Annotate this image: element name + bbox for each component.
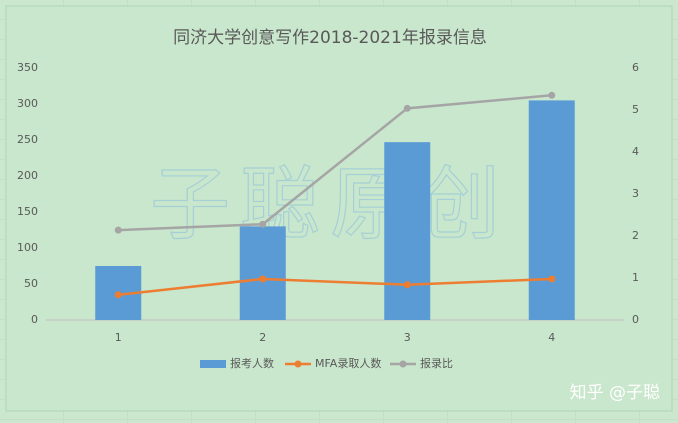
y2-tick-label: 6 [632, 61, 639, 74]
y-tick-label: 0 [31, 313, 38, 326]
legend-marker [399, 360, 407, 368]
marker [403, 104, 411, 112]
legend-label: MFA录取人数 [315, 357, 381, 370]
y2-tick-label: 5 [632, 103, 639, 116]
credit: 知乎 @子聪 [570, 383, 660, 403]
line [118, 94, 552, 232]
watermark: 子聪原创 [150, 158, 510, 251]
y2-tick-label: 4 [632, 145, 639, 158]
bar [239, 226, 286, 320]
y-tick-label: 250 [17, 133, 38, 146]
y2-tick-label: 2 [632, 229, 639, 242]
y2-tick-label: 1 [632, 271, 639, 284]
x-tick-label: 1 [115, 331, 122, 344]
y-tick-label: 100 [17, 241, 38, 254]
legend-label: 报考人数 [230, 356, 274, 370]
marker [259, 220, 267, 228]
chart-title: 同济大学创意写作2018-2021年报录信息 [173, 28, 487, 48]
legend-swatch [200, 360, 226, 368]
legend-label: 报录比 [420, 356, 453, 370]
y-tick-label: 350 [17, 61, 38, 74]
y-tick-label: 150 [17, 205, 38, 218]
x-tick-label: 4 [548, 331, 555, 344]
y-tick-label: 50 [24, 277, 38, 290]
y-tick-label: 200 [17, 169, 38, 182]
y2-tick-label: 3 [632, 187, 639, 200]
marker [114, 291, 122, 299]
line [118, 277, 552, 297]
y2-tick-label: 0 [632, 313, 639, 326]
marker [548, 91, 556, 99]
bar [384, 142, 431, 320]
marker [548, 275, 556, 283]
marker [259, 275, 267, 283]
bar [528, 100, 575, 321]
y-tick-label: 300 [17, 97, 38, 110]
x-tick-label: 3 [404, 331, 411, 344]
marker [114, 226, 122, 234]
x-tick-label: 2 [259, 331, 266, 344]
legend-marker [294, 360, 302, 368]
marker [403, 281, 411, 289]
